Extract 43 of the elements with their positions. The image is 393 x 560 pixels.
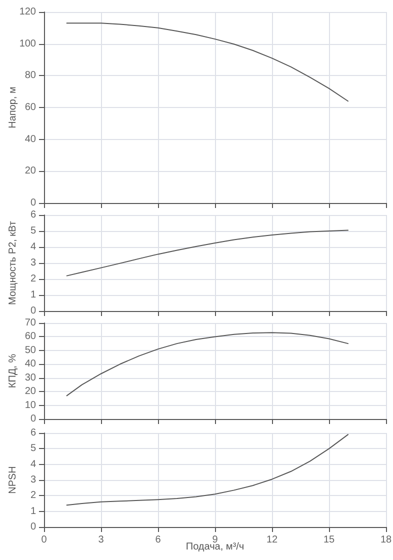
y-tick-label: 20: [24, 166, 36, 177]
y-tick-label: 2: [30, 490, 36, 502]
y-tick-label: 40: [24, 358, 36, 370]
y-tick-label: 1: [30, 290, 36, 300]
x-tick-label: 12: [266, 534, 278, 546]
y-tick-label: 70: [24, 318, 36, 328]
y-tick-label: 5: [30, 443, 36, 454]
y-tick-label: 4: [30, 242, 36, 252]
y-tick-label: 3: [30, 258, 36, 268]
x-tick-label: 3: [98, 534, 104, 546]
y-tick-label: 10: [24, 400, 36, 411]
y-tick-label: 3: [30, 474, 36, 486]
y-tick-label: 20: [24, 386, 36, 398]
y-axis-title: Мощность P2, кВт: [8, 220, 18, 305]
y-tick-label: 80: [24, 70, 36, 82]
y-tick-label: 6: [30, 428, 36, 438]
y-tick-label: 5: [30, 226, 36, 236]
y-tick-label: 100: [19, 38, 36, 50]
line-series: [66, 22, 348, 102]
y-tick-label: 1: [30, 506, 36, 517]
y-tick-label: 30: [24, 372, 36, 384]
line-series: [66, 230, 348, 276]
y-tick-label: 60: [24, 331, 36, 342]
y-tick-label: 0: [30, 306, 36, 316]
y-tick-label: 4: [30, 458, 36, 470]
y-tick-label: 50: [24, 344, 36, 356]
line-series: [66, 332, 348, 396]
x-tick-label: 6: [155, 534, 162, 546]
y-tick-label: 60: [24, 102, 36, 113]
x-tick-label: 0: [41, 534, 48, 546]
line-series: [66, 434, 348, 506]
y-axis-title: Напор, м: [8, 86, 18, 128]
x-tick-label: 18: [380, 534, 392, 546]
y-tick-label: 0: [30, 522, 36, 532]
y-axis-title: КПД, %: [8, 354, 18, 388]
y-tick-label: 40: [24, 134, 36, 145]
y-tick-label: 0: [30, 414, 36, 424]
y-tick-label: 0: [30, 198, 36, 208]
y-tick-label: 2: [30, 274, 36, 284]
y-tick-label: 6: [30, 210, 36, 220]
y-tick-label: 120: [19, 6, 36, 18]
y-axis-title: NPSH: [8, 466, 18, 494]
x-tick-label: 15: [323, 534, 335, 546]
